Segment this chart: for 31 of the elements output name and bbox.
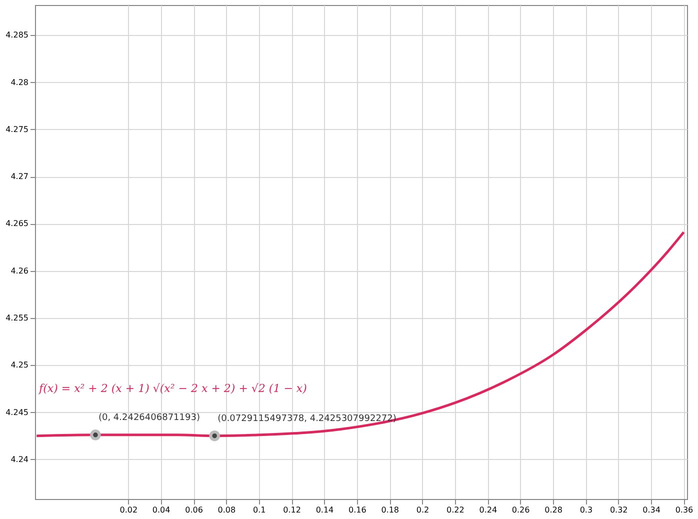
x-tick-label: 0.16 (348, 506, 366, 514)
y-tick-label: 4.24 (10, 454, 28, 464)
x-tick-label: 0.28 (544, 506, 562, 514)
y-tick-label: 4.265 (6, 219, 28, 228)
x-tick-label: 0.08 (218, 506, 236, 514)
y-tick-label: 4.28 (10, 78, 28, 87)
x-tick-label: 0.22 (446, 506, 464, 514)
x-tick-label: 0.26 (512, 506, 530, 514)
x-tick-label: 0.04 (152, 506, 170, 514)
y-tick-label: 4.285 (6, 30, 28, 40)
x-tick-label: 0.14 (316, 506, 334, 514)
x-tick-label: 0.32 (610, 506, 628, 514)
x-tick-label: 0.06 (185, 506, 203, 514)
x-tick-label: 0.1 (253, 506, 266, 514)
y-tick-label: 4.25 (10, 360, 28, 370)
annotation: (0.0729115497378, 4.2425307992272) (218, 414, 396, 424)
annotation: f(x) = x² + 2 (x + 1) √(x² − 2 x + 2) + √2 (1 − x) (38, 382, 307, 396)
y-tick-label: 4.245 (6, 408, 28, 417)
x-tick-label: 0.2 (416, 506, 430, 514)
x-tick-label: 0.36 (675, 506, 694, 514)
y-tick-label: 4.26 (10, 266, 28, 276)
x-tick-label: 0.3 (580, 506, 593, 514)
y-tick-label: 4.27 (10, 172, 28, 182)
x-tick-label: 0.18 (381, 506, 400, 514)
x-tick-label: 0.34 (642, 506, 660, 514)
x-tick-label: 0.02 (120, 506, 138, 514)
y-tick-label: 4.275 (6, 124, 28, 134)
x-tick-label: 0.24 (479, 506, 498, 514)
annotation: (0, 4.2426406871193) (98, 412, 200, 423)
x-tick-label: 0.12 (283, 506, 301, 514)
y-tick-label: 4.255 (6, 313, 28, 322)
